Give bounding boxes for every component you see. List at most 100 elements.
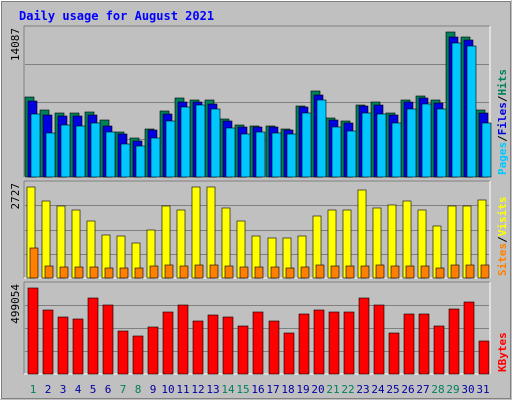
- series-sites: [29, 247, 490, 279]
- day-labels: 1 2 3 4 5 6 7 8 9 10 11 12 13 14 15 16 17 18 19 20 21 22 23 24 2…: [30, 383, 490, 396]
- bar-kbytes-day-5: [87, 297, 99, 375]
- series-legend-part: Visits: [496, 197, 509, 237]
- bar-pages-day-31: [481, 122, 492, 178]
- day-label-28: 28: [431, 383, 444, 396]
- bar-sites-day-17: [270, 266, 280, 279]
- bar-pages-day-24: [376, 113, 387, 178]
- bar-sites-day-18: [285, 267, 295, 279]
- bar-pages-day-28: [436, 108, 447, 178]
- day-label-30: 30: [461, 383, 474, 396]
- y-max-label: 2727: [9, 183, 22, 210]
- bar-sites-day-29: [450, 264, 460, 279]
- bar-kbytes-day-31: [478, 340, 490, 375]
- bar-kbytes-day-25: [388, 332, 400, 375]
- day-label-20: 20: [311, 383, 324, 396]
- bar-pages-day-7: [120, 143, 131, 178]
- bar-kbytes-day-13: [207, 314, 219, 375]
- bar-visits-day-23: [357, 189, 367, 279]
- bar-pages-day-18: [286, 133, 297, 178]
- day-label-2: 2: [45, 383, 52, 396]
- panel-visits-sites: 2727 Sites/Visits: [9, 180, 509, 279]
- series-legend: KBytes: [496, 332, 509, 372]
- bar-kbytes-day-18: [283, 332, 295, 375]
- bar-sites-day-28: [435, 267, 445, 279]
- day-label-13: 13: [206, 383, 219, 396]
- bar-visits-day-12: [191, 186, 201, 279]
- day-label-16: 16: [251, 383, 264, 396]
- bar-sites-day-22: [345, 265, 355, 279]
- bar-kbytes-day-7: [117, 330, 129, 375]
- bar-sites-day-7: [119, 267, 129, 279]
- bar-kbytes-day-17: [268, 320, 280, 375]
- day-label-11: 11: [176, 383, 189, 396]
- chart-title: Daily usage for August 2021: [19, 9, 214, 23]
- bar-pages-day-4: [75, 125, 86, 178]
- bar-pages-day-26: [406, 108, 417, 178]
- day-label-5: 5: [90, 383, 97, 396]
- series-legend-part: /: [496, 95, 509, 102]
- bar-kbytes-day-30: [463, 301, 475, 375]
- day-label-26: 26: [401, 383, 414, 396]
- bar-pages-day-12: [195, 104, 206, 178]
- bar-sites-day-3: [59, 266, 69, 279]
- bar-kbytes-day-14: [222, 316, 234, 375]
- bar-pages-day-19: [301, 112, 312, 178]
- bar-kbytes-day-10: [162, 311, 174, 375]
- bar-pages-day-10: [165, 120, 176, 178]
- bar-pages-day-2: [45, 132, 56, 178]
- bar-sites-day-10: [164, 264, 174, 279]
- day-label-27: 27: [416, 383, 429, 396]
- bar-pages-day-29: [451, 42, 462, 178]
- series-legend-part: Hits: [496, 69, 509, 96]
- bar-sites-day-20: [315, 264, 325, 279]
- bar-kbytes-day-27: [418, 313, 430, 375]
- series-legend-part: /: [496, 135, 509, 142]
- bar-sites-day-26: [405, 265, 415, 279]
- chart-panels: 14087Pages/Files/Hits2727Sites/Visits499…: [9, 25, 509, 375]
- bar-pages-day-14: [225, 127, 236, 178]
- bar-pages-day-9: [150, 137, 161, 178]
- bar-pages-day-8: [135, 145, 146, 178]
- bar-sites-day-14: [224, 265, 234, 279]
- bar-sites-day-15: [239, 266, 249, 279]
- day-label-31: 31: [476, 383, 489, 396]
- bar-sites-day-8: [134, 267, 144, 279]
- bar-kbytes-day-28: [433, 325, 445, 375]
- day-label-1: 1: [30, 383, 37, 396]
- bar-pages-day-23: [361, 112, 372, 178]
- bar-pages-day-27: [421, 103, 432, 178]
- bar-kbytes-day-29: [448, 308, 460, 375]
- day-label-21: 21: [326, 383, 339, 396]
- bar-kbytes-day-21: [328, 311, 340, 375]
- bar-kbytes-day-2: [42, 309, 54, 375]
- series-visits: [26, 186, 487, 279]
- bar-sites-day-11: [179, 265, 189, 279]
- bar-kbytes-day-8: [132, 335, 144, 375]
- series-legend-part: Files: [496, 102, 509, 135]
- bar-sites-day-12: [194, 264, 204, 279]
- bar-kbytes-day-20: [313, 309, 325, 375]
- bar-sites-day-23: [360, 265, 370, 279]
- bar-sites-day-25: [390, 265, 400, 279]
- day-label-8: 8: [135, 383, 142, 396]
- bar-pages-day-11: [180, 106, 191, 178]
- panel-kbytes: 499054 KBytes: [9, 281, 509, 375]
- bar-pages-day-17: [271, 132, 282, 178]
- bar-sites-day-30: [465, 264, 475, 279]
- bar-sites-day-31: [480, 264, 490, 279]
- bar-kbytes-day-12: [192, 320, 204, 375]
- day-label-22: 22: [341, 383, 354, 396]
- bar-pages-day-5: [90, 122, 101, 178]
- bar-pages-day-15: [240, 133, 251, 178]
- bar-sites-day-27: [420, 265, 430, 279]
- day-label-24: 24: [371, 383, 385, 396]
- day-label-17: 17: [266, 383, 279, 396]
- day-label-4: 4: [75, 383, 82, 396]
- bar-pages-day-16: [255, 131, 266, 178]
- series-kbytes: [27, 287, 490, 375]
- bar-kbytes-day-3: [57, 316, 69, 375]
- bar-kbytes-day-4: [72, 318, 84, 375]
- bar-kbytes-day-15: [237, 325, 249, 375]
